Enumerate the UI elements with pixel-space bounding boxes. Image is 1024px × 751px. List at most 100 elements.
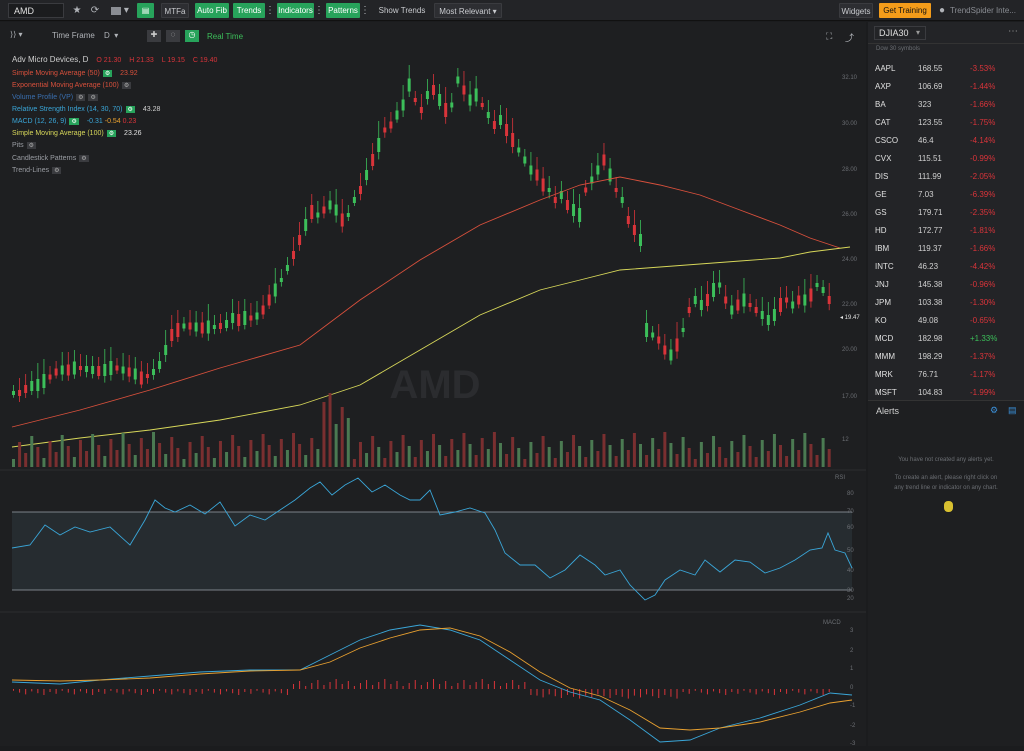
legend-sma100[interactable]: Simple Moving Average (100) ⚙ 23.26: [12, 130, 142, 137]
more-icon[interactable]: ⋮: [314, 5, 324, 16]
get-training-button[interactable]: Get Training: [879, 3, 931, 18]
candle-body: [712, 283, 716, 297]
legend-sma50[interactable]: Simple Moving Average (50) ⚙ 23.92: [12, 70, 138, 77]
gear-icon[interactable]: ⚙: [990, 405, 999, 415]
watchlist-row[interactable]: MMM 198.29 -1.37%: [868, 348, 1024, 366]
candle-body: [60, 365, 64, 375]
legend-rsi[interactable]: Relative Strength Index (14, 30, 70) ⚙ 43…: [12, 106, 161, 113]
volume-bar: [103, 456, 107, 467]
trends-button[interactable]: Trends: [233, 3, 265, 18]
patterns-button[interactable]: Patterns: [326, 3, 360, 18]
watchlist-change: -1.66%: [970, 100, 996, 109]
legend-macd[interactable]: MACD (12, 26, 9) ⚙ -0.31 -0.54 0.23: [12, 118, 137, 125]
chart-type-dropdown[interactable]: ▾: [107, 3, 133, 18]
candle-body: [827, 296, 831, 304]
candle-body: [681, 328, 685, 332]
auto-fib-button[interactable]: Auto Fib: [195, 3, 229, 18]
watchlist-subtitle: Dow 30 symbols: [876, 46, 921, 52]
watchlist-row[interactable]: CAT 123.55 -1.75%: [868, 114, 1024, 132]
watchlist-row[interactable]: MRK 76.71 -1.17%: [868, 366, 1024, 384]
settings-icon[interactable]: ◌: [166, 30, 180, 42]
candle-body: [803, 294, 807, 306]
watchlist-row[interactable]: KO 49.08 -0.65%: [868, 312, 1024, 330]
price-axis-label: 32.10: [842, 75, 858, 81]
crosshair-icon[interactable]: ✚: [147, 30, 161, 42]
watchlist-row[interactable]: MCD 182.98 +1.33%: [868, 330, 1024, 348]
more-icon[interactable]: ⋯: [1008, 26, 1018, 37]
watchlist-row[interactable]: CSCO 46.4 -4.14%: [868, 132, 1024, 150]
macd-line: [11, 624, 853, 743]
watchlist-selector[interactable]: DJIA30: [874, 26, 926, 40]
watchlist-row[interactable]: AAPL 168.55 -3.53%: [868, 60, 1024, 78]
volume-bar: [109, 439, 113, 467]
volume-bar: [145, 449, 149, 467]
realtime-label[interactable]: Real Time: [207, 32, 244, 41]
rsi-axis-label: 30: [847, 588, 854, 594]
volume-bar: [377, 447, 381, 467]
legend-ema100[interactable]: Exponential Moving Average (100) ⚙: [12, 82, 132, 89]
indicators-button[interactable]: Indicators: [277, 3, 314, 18]
volume-bar: [273, 456, 277, 467]
watchlist-row[interactable]: IBM 119.37 -1.66%: [868, 240, 1024, 258]
drawing-tool-icon[interactable]: ⟩⟩ ▾: [10, 30, 23, 39]
chart-area[interactable]: AMD 32.10 30.00 28.00 26.00 24.00 22.00 20.00 17…: [0, 22, 866, 747]
candle-body: [261, 305, 265, 315]
user-icon[interactable]: ●: [938, 5, 946, 16]
volume-bar: [778, 445, 782, 467]
chevron-down-icon[interactable]: ▾: [916, 28, 921, 37]
mtfa-button[interactable]: MTFa: [161, 3, 189, 18]
volume-bar: [249, 440, 253, 467]
most-relevant-dropdown[interactable]: Most Relevant ▾: [434, 3, 502, 18]
watchlist-row[interactable]: CVX 115.51 -0.99%: [868, 150, 1024, 168]
watchlist-header[interactable]: DJIA30 ▾ ⋯: [868, 22, 1024, 44]
volume-bar: [675, 454, 679, 467]
candle-body: [85, 366, 89, 372]
chart-style-icon[interactable]: ▤: [137, 3, 154, 18]
volume-bar: [486, 449, 490, 467]
candle-body: [572, 204, 576, 216]
widgets-button[interactable]: Widgets: [839, 3, 873, 18]
symbol-input[interactable]: AMD: [8, 3, 64, 18]
watchlist-row[interactable]: INTC 46.23 -4.42%: [868, 258, 1024, 276]
legend-trend-lines[interactable]: Trend-Lines ⚙: [12, 167, 62, 174]
macd-label: MACD: [823, 620, 841, 626]
watchlist-row[interactable]: GS 179.71 -2.35%: [868, 204, 1024, 222]
watchlist-price: 103.38: [918, 298, 943, 307]
watchlist-row[interactable]: MSFT 104.83 -1.99%: [868, 384, 1024, 402]
volume-bar: [450, 439, 454, 467]
show-trends-button[interactable]: Show Trends: [378, 6, 426, 15]
share-icon[interactable]: ⤴: [845, 33, 855, 43]
candle-body: [328, 200, 332, 210]
watchlist-row[interactable]: BA 323 -1.66%: [868, 96, 1024, 114]
legend-line3[interactable]: Volume Profile (VP) ⚙ ⚙: [12, 94, 98, 101]
legend-candlestick-patterns[interactable]: Candlestick Patterns ⚙: [12, 155, 89, 162]
watchlist-row[interactable]: HD 172.77 -1.81%: [868, 222, 1024, 240]
watchlist-row[interactable]: JNJ 145.38 -0.96%: [868, 276, 1024, 294]
candle-body: [742, 293, 746, 307]
more-icon[interactable]: ⋮: [360, 5, 370, 16]
fullscreen-icon[interactable]: ⛶: [826, 31, 833, 41]
realtime-icon[interactable]: ◷: [185, 30, 199, 42]
volume-bar: [328, 393, 332, 467]
user-name[interactable]: TrendSpider Inte...: [950, 6, 1016, 15]
volume-bar: [638, 444, 642, 467]
watchlist-row[interactable]: DIS 111.99 -2.05%: [868, 168, 1024, 186]
watchlist-row[interactable]: JPM 103.38 -1.30%: [868, 294, 1024, 312]
timeframe-label[interactable]: Time Frame: [52, 31, 95, 40]
candle-body: [432, 85, 436, 95]
volume-bar: [152, 432, 156, 467]
price-chart[interactable]: AMD32.1030.0028.0026.0024.0022.0020.0017…: [0, 22, 866, 747]
legend-title: Adv Micro Devices, D O 21.30 H 21.33 L 1…: [12, 55, 218, 64]
alert-list-icon[interactable]: ▤: [1008, 405, 1017, 415]
watchlist-row[interactable]: GE 7.03 -6.39%: [868, 186, 1024, 204]
candle-body: [565, 200, 569, 210]
candle-body: [718, 282, 722, 288]
refresh-icon[interactable]: ⟳: [90, 5, 100, 16]
interval-dropdown[interactable]: D ▾: [104, 31, 119, 40]
more-icon[interactable]: ⋮: [265, 5, 275, 16]
watchlist-price: 145.38: [918, 280, 943, 289]
star-icon[interactable]: ★: [72, 5, 82, 16]
watchlist-row[interactable]: AXP 106.69 -1.44%: [868, 78, 1024, 96]
watchlist-price: 119.37: [918, 244, 942, 253]
legend-pits[interactable]: Pits ⚙: [12, 142, 37, 149]
